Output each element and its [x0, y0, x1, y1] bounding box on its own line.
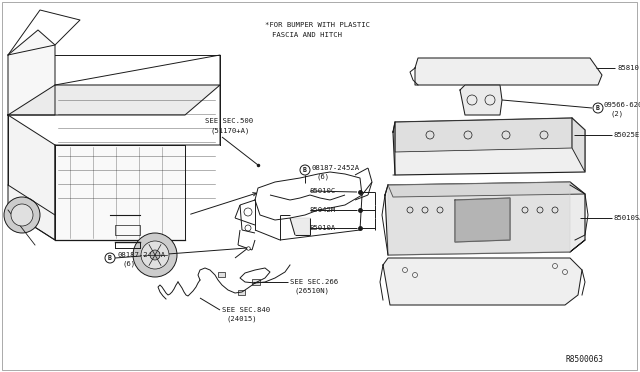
Polygon shape: [393, 118, 585, 175]
Text: *FOR BUMPER WITH PLASTIC: *FOR BUMPER WITH PLASTIC: [265, 22, 370, 28]
Polygon shape: [290, 218, 310, 235]
Circle shape: [141, 241, 169, 269]
Text: 85010SA: 85010SA: [614, 215, 640, 221]
Polygon shape: [8, 85, 220, 115]
Polygon shape: [388, 182, 585, 197]
Polygon shape: [55, 145, 185, 240]
Circle shape: [105, 253, 115, 263]
Polygon shape: [388, 182, 570, 255]
Circle shape: [300, 165, 310, 175]
Text: 09566-6205A: 09566-6205A: [604, 102, 640, 108]
Circle shape: [4, 197, 40, 233]
Text: 85810: 85810: [617, 65, 639, 71]
Circle shape: [150, 250, 160, 260]
Polygon shape: [572, 118, 585, 172]
Text: 85025E: 85025E: [614, 132, 640, 138]
Text: SEE SEC.266: SEE SEC.266: [290, 279, 338, 285]
Text: (26510N): (26510N): [295, 288, 330, 295]
Text: SEE SEC.840: SEE SEC.840: [222, 307, 270, 313]
Polygon shape: [8, 115, 55, 240]
Text: B: B: [596, 105, 600, 111]
Text: 08187-2452A: 08187-2452A: [312, 165, 360, 171]
Bar: [115, 225, 140, 235]
Text: 08187-2452A: 08187-2452A: [118, 252, 166, 258]
Text: (51170+A): (51170+A): [210, 128, 250, 135]
Polygon shape: [460, 85, 502, 115]
Circle shape: [11, 204, 33, 226]
Text: (2): (2): [610, 111, 623, 117]
Text: 85010A: 85010A: [310, 225, 336, 231]
Polygon shape: [395, 118, 572, 152]
Circle shape: [133, 233, 177, 277]
Bar: [238, 290, 245, 295]
Text: B: B: [108, 255, 112, 261]
Text: 85010C: 85010C: [310, 188, 336, 194]
Polygon shape: [455, 198, 510, 242]
Polygon shape: [8, 30, 55, 115]
Text: (24015): (24015): [226, 316, 257, 323]
Circle shape: [593, 103, 603, 113]
Text: FASCIA AND HITCH: FASCIA AND HITCH: [272, 32, 342, 38]
Text: SEE SEC.500: SEE SEC.500: [205, 118, 253, 124]
Text: (6): (6): [316, 174, 329, 180]
Polygon shape: [385, 182, 585, 255]
Bar: [252, 279, 260, 285]
Text: 85042M: 85042M: [310, 207, 336, 213]
Text: (6): (6): [122, 261, 135, 267]
Polygon shape: [383, 258, 582, 305]
Polygon shape: [415, 58, 602, 85]
Text: R8500063: R8500063: [565, 355, 603, 364]
Bar: [218, 272, 225, 277]
Text: B: B: [303, 167, 307, 173]
